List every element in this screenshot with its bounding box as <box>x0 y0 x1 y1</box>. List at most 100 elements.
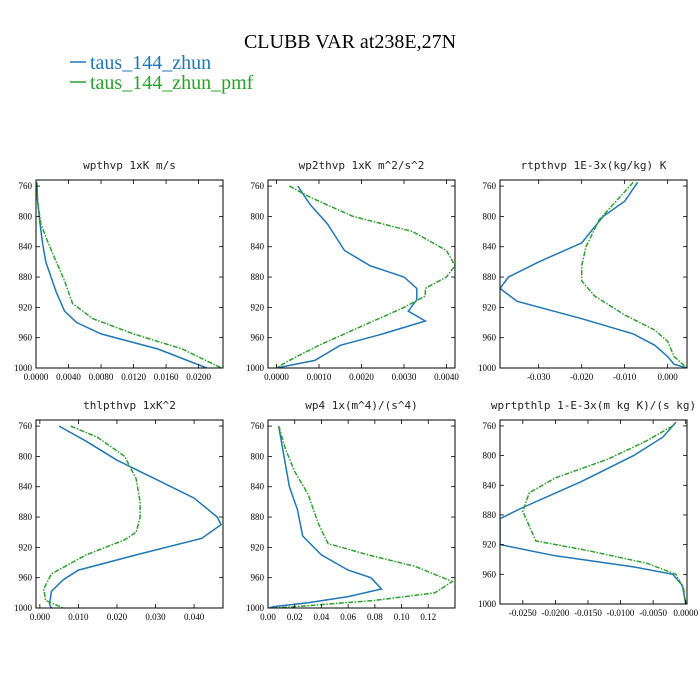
panel-3-ytick-label-2: 840 <box>19 482 33 492</box>
panel-5-ytick-label-6: 1000 <box>478 599 497 609</box>
panel-2-xtick-label-0: -0.030 <box>527 372 551 382</box>
panel-3-ytick-label-3: 880 <box>19 512 33 522</box>
panel-4-ytick-label-5: 960 <box>251 573 265 583</box>
panel-5-series-0 <box>500 421 687 604</box>
panel-2-ytick-label-4: 920 <box>483 302 497 312</box>
panel-1-series-1 <box>276 185 455 368</box>
panels: wpthvp 1xK m/s76080084088092096010000.00… <box>14 159 699 622</box>
panel-3-ytick-label-0: 760 <box>19 421 33 431</box>
panel-4-frame <box>267 419 456 609</box>
panel-0-ytick-label-1: 800 <box>19 211 33 221</box>
panel-2-ytick-label-3: 880 <box>483 272 497 282</box>
panel-1-xtick-label-0: 0.0000 <box>264 372 289 382</box>
panel-5-series-1 <box>521 425 687 604</box>
panel-4-ytick-label-1: 800 <box>251 451 265 461</box>
panel-1-ytick-label-4: 920 <box>251 302 265 312</box>
panel-3-xtick-label-1: 0.010 <box>68 612 89 622</box>
panel-2-title: rtpthvp 1E-3x(kg/kg) K <box>521 159 667 172</box>
panel-4-ytick-label-6: 1000 <box>246 603 265 613</box>
panel-2-xtick-label-1: -0.020 <box>570 372 594 382</box>
panel-1-series-0 <box>276 185 428 368</box>
panel-0-ytick-label-4: 920 <box>19 302 33 312</box>
panel-2-ytick-label-1: 800 <box>483 211 497 221</box>
panel-4-ytick-label-0: 760 <box>251 421 265 431</box>
panel-2-frame <box>499 179 688 369</box>
panel-1-ytick-label-3: 880 <box>251 272 265 282</box>
panel-1-ytick-label-2: 840 <box>251 242 265 252</box>
panel-2-ytick-label-5: 960 <box>483 333 497 343</box>
panel-0-xtick-label-2: 0.0080 <box>89 372 114 382</box>
panel-5: wprtpthlp 1-E-3x(m kg K)/(s kg) 760 800 840… <box>478 399 699 618</box>
panel-3-series-0 <box>48 425 223 608</box>
panel-5-xtick-label-0: -0.0250 <box>509 608 537 618</box>
panel-5-xtick-label-4: -0.0050 <box>639 608 667 618</box>
panel-3-xtick-label-2: 0.020 <box>107 612 128 622</box>
panel-3-ytick-label-6: 1000 <box>14 603 33 613</box>
panel-4: wp4 1x(m^4)/(s^4)76080084088092096010000… <box>246 399 456 622</box>
panel-0-xtick-label-4: 0.0160 <box>154 372 179 382</box>
panel-5-xtick-label-5: 0.0000 <box>673 608 698 618</box>
panel-0-ytick-label-0: 760 <box>19 181 33 191</box>
panel-0: wpthvp 1xK m/s76080084088092096010000.00… <box>14 159 224 382</box>
panel-2-series-0 <box>500 181 687 368</box>
panel-1: wp2thvp 1xK m^2/s^2 760 800 840 880 920 960 100… <box>246 159 459 382</box>
panel-0-ytick-label-2: 840 <box>19 242 33 252</box>
panel-1-xtick-label-1: 0.0010 <box>307 372 332 382</box>
panel-1-ytick-label-6: 1000 <box>246 363 265 373</box>
panel-4-xtick-label-3: 0.06 <box>340 612 356 622</box>
panel-3: thlpthvp 1xK^2 760 800 840 880 920 960 10000.00… <box>14 399 224 622</box>
panel-3-xtick-label-0: 0.000 <box>30 612 51 622</box>
panel-3-xtick-label-4: 0.040 <box>184 612 205 622</box>
panel-1-ytick-label-1: 800 <box>251 211 265 221</box>
panel-4-xtick-label-6: 0.12 <box>420 612 436 622</box>
panel-5-title: wprtpthlp 1-E-3x(m kg K)/(s kg) <box>491 399 696 412</box>
panel-1-xtick-label-3: 0.0030 <box>392 372 417 382</box>
panel-0-series-1 <box>36 182 222 368</box>
panel-4-series-0 <box>269 425 383 608</box>
panel-4-xtick-label-5: 0.10 <box>394 612 410 622</box>
panel-4-xtick-label-2: 0.04 <box>314 612 330 622</box>
panel-2-series-1 <box>580 181 687 368</box>
panel-5-ytick-label-4: 920 <box>483 540 497 550</box>
panel-5-ytick-label-2: 840 <box>483 480 497 490</box>
legend-label-0: taus_144_zhun <box>90 52 211 74</box>
panel-3-series-1 <box>42 425 141 608</box>
panel-2-ytick-label-2: 840 <box>483 242 497 252</box>
panel-4-ytick-label-3: 880 <box>251 512 265 522</box>
panel-4-ytick-label-2: 840 <box>251 482 265 492</box>
panel-3-ytick-label-1: 800 <box>19 451 33 461</box>
panel-5-xtick-label-1: -0.0200 <box>542 608 570 618</box>
panel-0-frame <box>35 179 224 369</box>
panel-3-frame <box>35 419 224 609</box>
figure-title: CLUBB VAR at238E,27N <box>244 31 456 53</box>
panel-5-xtick-label-3: -0.0100 <box>607 608 635 618</box>
panel-4-xtick-label-0: 0.00 <box>260 612 276 622</box>
panel-0-xtick-label-0: 0.0000 <box>24 372 49 382</box>
panel-5-ytick-label-0: 760 <box>483 421 497 431</box>
panel-1-ytick-label-0: 760 <box>251 181 265 191</box>
panel-0-xtick-label-1: 0.0040 <box>56 372 81 382</box>
panel-5-frame <box>499 419 688 605</box>
panel-4-ytick-label-4: 920 <box>251 542 265 552</box>
panel-3-xtick-label-3: 0.030 <box>145 612 166 622</box>
panel-1-ytick-label-5: 960 <box>251 333 265 343</box>
panel-0-ytick-label-6: 1000 <box>14 363 33 373</box>
panel-4-title: wp4 1x(m^4)/(s^4) <box>305 399 418 412</box>
legend-label-1: taus_144_zhun_pmf <box>90 72 254 94</box>
panel-1-xtick-label-4: 0.0040 <box>434 372 459 382</box>
panel-4-series-1 <box>274 425 454 608</box>
panel-0-xtick-label-5: 0.0200 <box>186 372 211 382</box>
panel-2-xtick-label-3: 0.000 <box>658 372 679 382</box>
panel-5-xtick-label-2: -0.0150 <box>574 608 602 618</box>
panel-0-title: wpthvp 1xK m/s <box>83 159 176 172</box>
panel-5-ytick-label-3: 880 <box>483 510 497 520</box>
panel-0-xtick-label-3: 0.0120 <box>121 372 146 382</box>
panel-4-xtick-label-1: 0.02 <box>287 612 303 622</box>
panel-2-ytick-label-0: 760 <box>483 181 497 191</box>
panel-1-xtick-label-2: 0.0020 <box>349 372 374 382</box>
panel-1-title: wp2thvp 1xK m^2/s^2 <box>299 159 425 172</box>
panel-0-ytick-label-3: 880 <box>19 272 33 282</box>
panel-3-ytick-label-5: 960 <box>19 573 33 583</box>
legend: taus_144_zhun taus_144_zhun_pmf <box>70 52 254 94</box>
